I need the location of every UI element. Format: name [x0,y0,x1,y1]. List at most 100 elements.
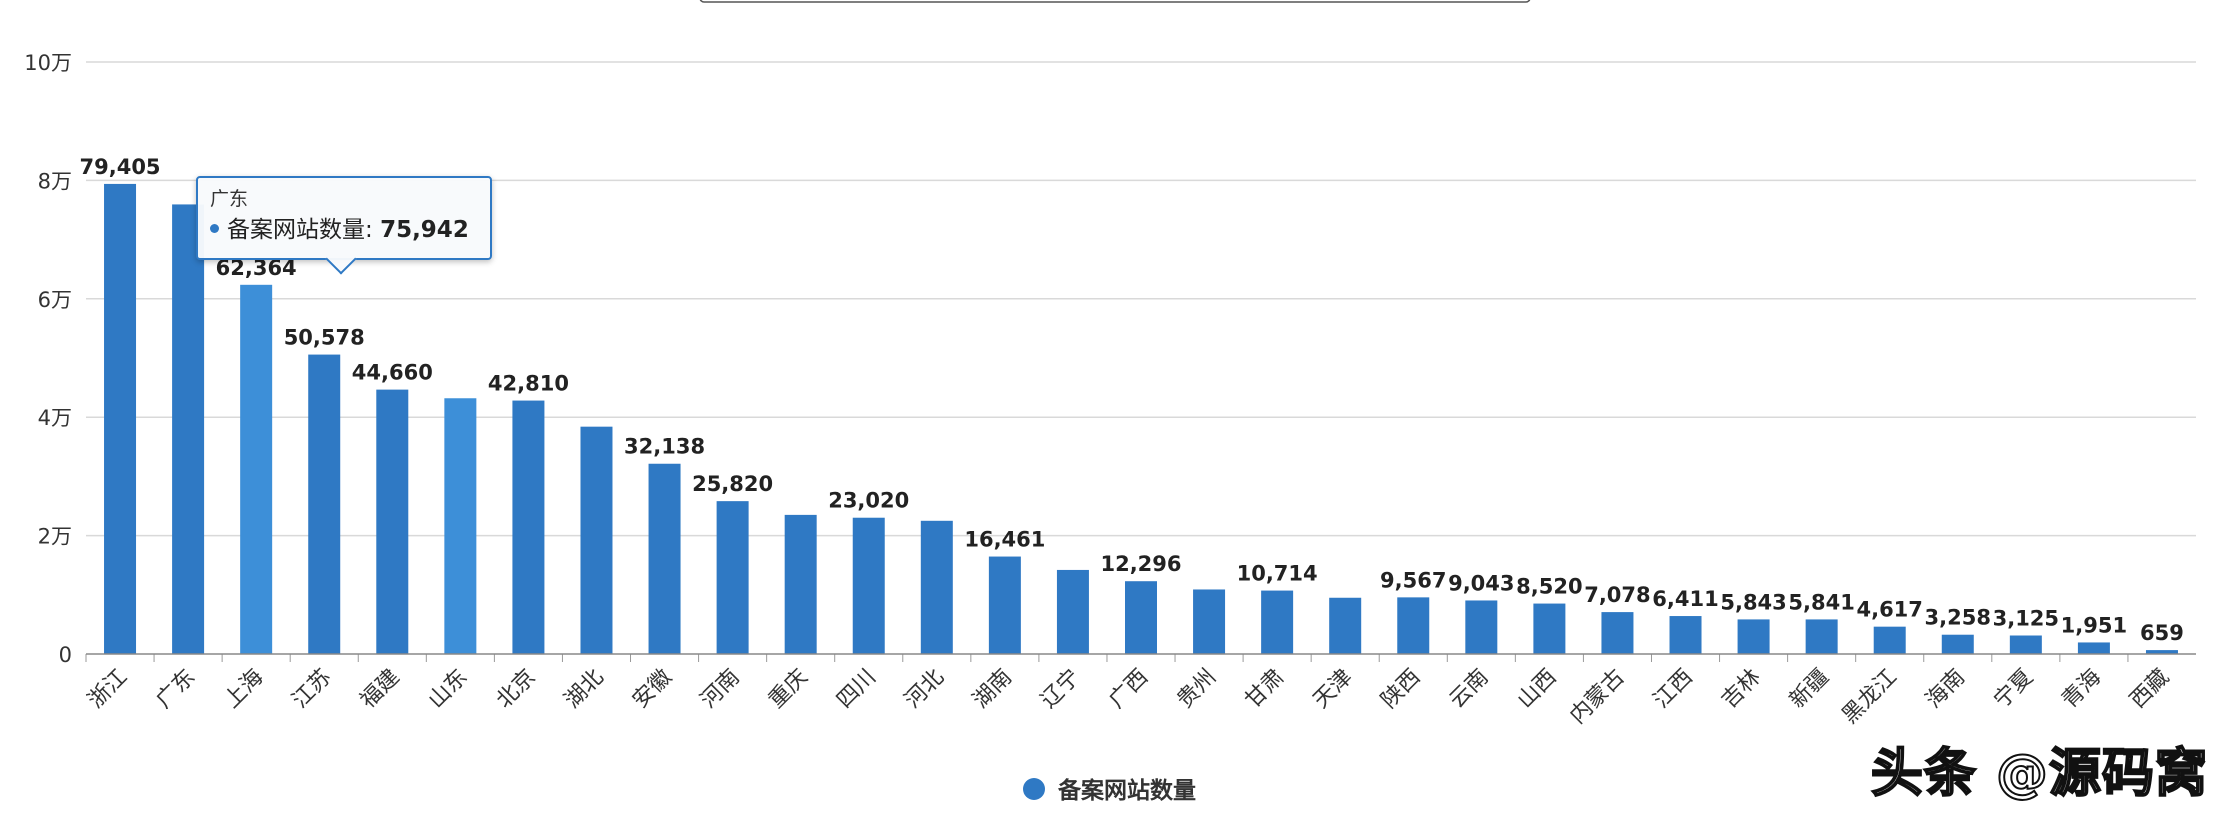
data-label: 5,843 [1720,590,1786,614]
bar[interactable] [1397,597,1430,654]
data-label: 9,567 [1380,568,1446,592]
data-label: 25,820 [692,472,773,496]
x-tick-label: 福建 [356,665,405,714]
x-tick-label: 安徽 [628,665,677,714]
bar[interactable] [1193,589,1226,654]
tooltip-title: 广东 [210,188,249,210]
x-axis [85,653,2196,662]
data-label: 16,461 [964,528,1045,552]
data-label: 44,660 [352,361,433,385]
bar[interactable] [104,183,137,654]
data-label: 23,020 [828,489,909,513]
bar[interactable] [988,556,1021,654]
bar[interactable] [1261,590,1294,654]
x-tick-label: 甘肃 [1241,665,1290,714]
x-tick-label: 广西 [1104,665,1153,714]
data-label: 42,810 [488,372,569,396]
bar[interactable] [308,354,341,654]
legend-label[interactable]: 备案网站数量 [1057,777,1196,804]
x-tick-label: 重庆 [764,665,813,714]
bar[interactable] [376,389,409,654]
data-label: 12,296 [1100,552,1181,576]
x-tick-label: 江苏 [288,665,337,714]
data-label: 79,405 [80,155,161,179]
bar[interactable] [852,517,885,654]
bar[interactable] [1669,616,1702,654]
data-label: 4,617 [1856,598,1922,622]
y-tick-label: 0 [59,643,72,667]
bar[interactable] [1601,612,1634,654]
x-tick-label: 湖南 [968,665,1017,714]
tooltip: 广东 备案网站数量: 75,942 [196,176,492,260]
data-label: 3,125 [1993,607,2059,631]
top-scrollbar[interactable] [699,0,1531,3]
bar[interactable] [2009,635,2042,655]
bar[interactable] [1125,581,1157,654]
x-tick-label: 广东 [152,665,201,714]
x-tick-label: 西藏 [2125,665,2174,714]
x-tick-label: 吉林 [1717,665,1766,714]
bar[interactable] [1941,634,1974,654]
tooltip-row: 备案网站数量: 75,942 [210,216,478,244]
bar[interactable] [920,520,953,654]
bar[interactable] [2145,650,2178,654]
x-tick-label: 北京 [492,665,541,714]
x-tick-label: 江西 [1649,665,1698,714]
y-tick-label: 10万 [24,51,72,75]
bar[interactable] [2077,642,2110,654]
x-tick-label: 山西 [1513,665,1562,714]
x-tick-label: 天津 [1309,665,1358,714]
data-label: 50,578 [284,326,365,350]
bar[interactable] [1329,597,1362,654]
data-label: 6,411 [1652,587,1718,611]
data-label: 5,841 [1788,590,1854,614]
tooltip-series-label: 备案网站数量 [227,217,365,243]
legend[interactable]: 备案网站数量 [1023,777,1196,804]
data-label: 10,714 [1237,562,1318,586]
bar[interactable] [1465,600,1498,654]
data-label: 7,078 [1584,583,1650,607]
bar[interactable] [444,398,477,654]
x-tick-label: 云南 [1445,665,1494,714]
x-tick-label: 河南 [696,665,745,714]
y-tick-label: 4万 [38,406,72,430]
data-label: 8,520 [1516,575,1582,599]
x-tick-label: 四川 [832,665,881,714]
x-tick-label: 辽宁 [1036,665,1085,714]
x-tick-label: 贵州 [1173,665,1222,714]
bar[interactable] [716,501,749,654]
x-tick-label: 青海 [2057,665,2106,714]
bar[interactable] [172,204,205,655]
bars [104,183,2178,655]
y-tick-label: 6万 [38,288,72,312]
bar[interactable] [512,400,545,654]
bar[interactable] [240,284,273,654]
y-tick-label: 8万 [38,169,72,193]
x-tick-label: 浙江 [83,665,132,714]
tooltip-series-dot [210,224,219,233]
bar[interactable] [1873,626,1906,654]
data-label: 1,951 [2061,613,2127,637]
bar[interactable] [580,426,613,654]
tooltip-colon: : [365,217,381,243]
x-tick-label: 新疆 [1785,665,1834,714]
data-label: 659 [2140,621,2184,645]
x-axis-tick-labels: 浙江 广东 上海 江苏 福建 山东 北京 湖北 安徽 河南 重庆 四川 河北 湖南 辽宁 广西 贵州 甘肃 天津 陕西… [83,665,2174,729]
bar[interactable] [648,463,681,654]
x-tick-label: 海南 [1921,665,1970,714]
x-tick-label: 湖北 [560,665,609,714]
bar[interactable] [1805,619,1838,654]
data-label: 32,138 [624,435,705,459]
x-tick-label: 河北 [900,665,949,714]
legend-marker[interactable] [1023,778,1045,800]
x-tick-label: 上海 [220,665,269,714]
bar[interactable] [1737,619,1770,654]
y-axis-tick-labels: 0 2万 4万 6万 8万 10万 [24,51,72,667]
bar[interactable] [784,514,817,654]
bar[interactable] [1533,603,1566,654]
y-tick-label: 2万 [38,525,72,549]
watermark: 头条 @源码窝 [1870,743,2208,805]
bar[interactable] [1056,569,1089,654]
